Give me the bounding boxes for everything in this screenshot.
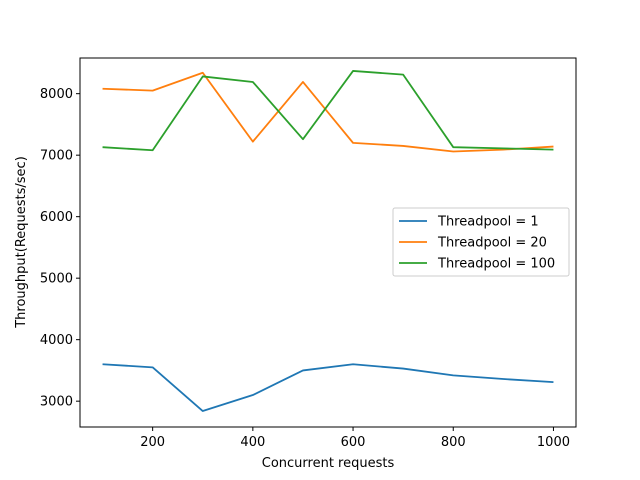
legend-box (392, 207, 570, 277)
x-tick-label-200: 200 (140, 435, 165, 450)
x-axis: 200 400 600 800 1000 (140, 427, 570, 450)
x-tick-label-600: 600 (341, 435, 366, 450)
x-axis-title: Concurrent requests (262, 456, 395, 471)
y-axis: 3000 4000 5000 6000 7000 8000 (40, 87, 80, 410)
x-tick-label-800: 800 (441, 435, 466, 450)
series-line-3 (102, 70, 554, 152)
y-tick-label-8000: 8000 (40, 87, 73, 102)
y-tick-label-5000: 5000 (40, 272, 73, 287)
series-line-1 (102, 363, 554, 412)
x-tick-label-1000: 1000 (537, 435, 570, 450)
legend-label-3: Threadpool = 100 (437, 257, 555, 272)
legend-label-1: Threadpool = 1 (437, 215, 539, 230)
y-tick-label-3000: 3000 (40, 395, 73, 410)
legend: Threadpool = 1 Threadpool = 20 Threadpool … (392, 207, 570, 277)
x-tick-label-400: 400 (240, 435, 265, 450)
plot-frame (79, 57, 577, 428)
y-tick-label-4000: 4000 (40, 333, 73, 348)
legend-label-2: Threadpool = 20 (437, 236, 547, 251)
y-axis-title: Throughput(Requests/sec) (14, 156, 29, 329)
series-line-2 (102, 71, 554, 153)
y-tick-label-7000: 7000 (40, 149, 73, 164)
y-tick-label-6000: 6000 (40, 210, 73, 225)
series-layer (102, 70, 554, 412)
